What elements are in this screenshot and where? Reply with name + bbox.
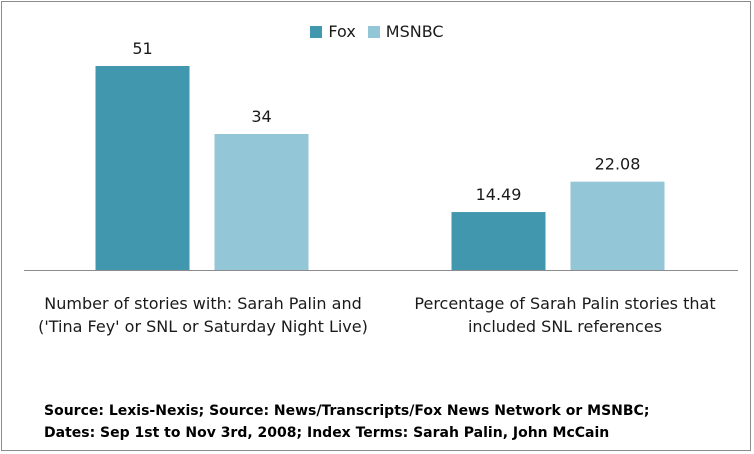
legend-label-fox: Fox [328,22,356,41]
bar-msnbc-2 [570,181,665,270]
data-label-fox-2: 14.49 [476,185,522,204]
source-line-2: Dates: Sep 1st to Nov 3rd, 2008; Index T… [44,425,610,441]
data-label-fox-1: 51 [132,39,152,58]
data-label-msnbc-1: 34 [251,107,271,126]
legend-label-msnbc: MSNBC [385,22,444,41]
legend: Fox MSNBC [0,22,754,41]
legend-swatch-fox [310,25,323,38]
category-label-1: Number of stories with: Sarah Palin and … [18,292,388,338]
category-label-2: Percentage of Sarah Palin stories that i… [385,292,745,338]
legend-item-fox: Fox [310,22,356,41]
data-label-msnbc-2: 22.08 [595,155,641,174]
source-note: Source: Lexis-Nexis; Source: News/Transc… [44,400,744,444]
legend-item-msnbc: MSNBC [367,22,444,41]
category-label-2-line1: Percentage of Sarah Palin stories that [414,294,716,313]
bar-msnbc-1 [214,134,309,270]
category-label-1-line2: ('Tina Fey' or SNL or Saturday Night Liv… [38,317,368,336]
legend-swatch-msnbc [367,25,380,38]
category-label-2-line2: included SNL references [467,317,663,336]
category-label-1-line1: Number of stories with: Sarah Palin and [44,294,362,313]
bar-fox-2 [451,212,546,270]
source-line-1: Source: Lexis-Nexis; Source: News/Transc… [44,403,650,419]
bar-fox-1 [95,66,190,270]
